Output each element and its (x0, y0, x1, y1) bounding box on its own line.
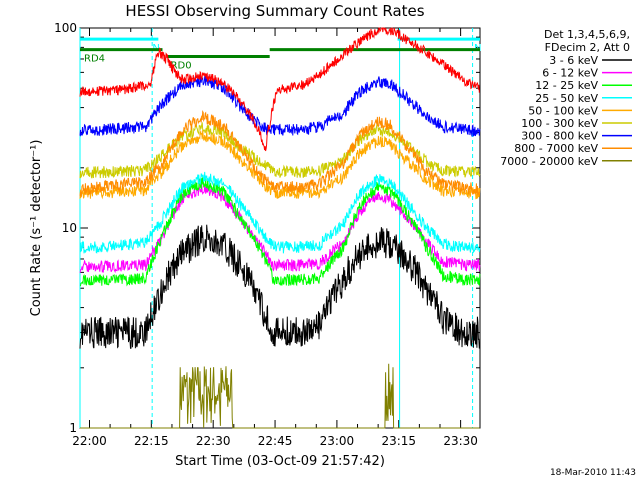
series-25-50-kev (79, 171, 481, 254)
x-tick-label: 22:15 (134, 434, 169, 448)
legend-header-line: FDecim 2, Att 0 (545, 41, 630, 54)
legend-label: 12 - 25 keV (535, 79, 598, 92)
x-axis-label: Start Time (03-Oct-09 21:57:42) (175, 454, 385, 469)
y-tick-label: 100 (54, 21, 77, 35)
legend-label: 800 - 7000 keV (514, 142, 598, 155)
series-3-6-kev (79, 224, 481, 349)
flag-label: RD4 (84, 54, 105, 65)
y-tick-label: 1 (69, 421, 77, 435)
y-tick-label: 10 (62, 221, 77, 235)
chart-title: HESSI Observing Summary Count Rates (125, 2, 424, 20)
legend-label: 6 - 12 keV (542, 67, 598, 80)
series-7000-20000kev (80, 363, 480, 429)
legend-label: 25 - 50 keV (535, 92, 598, 105)
plot-area: 1 10 100 22:00 22:15 22:30 22:45 23:00 23:15 23:3… (54, 21, 481, 448)
legend-label: 300 - 800 keV (521, 130, 598, 143)
series-red-trace (79, 27, 481, 152)
x-tick-label: 22:30 (196, 434, 231, 448)
y-axis-label: Count Rate (s⁻¹ detector⁻¹) (29, 140, 44, 317)
legend-label: 3 - 6 keV (549, 54, 598, 67)
legend-label: 50 - 100 keV (528, 104, 598, 117)
legend-header-line: Det 1,3,4,5,6,9, (544, 28, 630, 41)
x-tick-label: 23:30 (443, 434, 478, 448)
series-300-800-kev (79, 75, 481, 137)
timestamp: 18-Mar-2010 11:43 (550, 468, 636, 478)
x-tick-label: 22:45 (258, 434, 293, 448)
x-tick-label: 23:00 (320, 434, 355, 448)
legend-label: 100 - 300 keV (521, 117, 598, 130)
legend: Det 1,3,4,5,6,9,FDecim 2, Att 03 - 6 keV… (500, 28, 632, 168)
legend-label: 7000 - 20000 keV (500, 155, 598, 168)
series-50-100-kev (79, 130, 481, 200)
series-800-7000-kev (79, 110, 481, 198)
x-tick-label: 22:00 (72, 434, 107, 448)
flag-label: RD0 (171, 61, 192, 72)
series-12-25-kev (79, 176, 481, 287)
x-tick-label: 23:15 (381, 434, 416, 448)
